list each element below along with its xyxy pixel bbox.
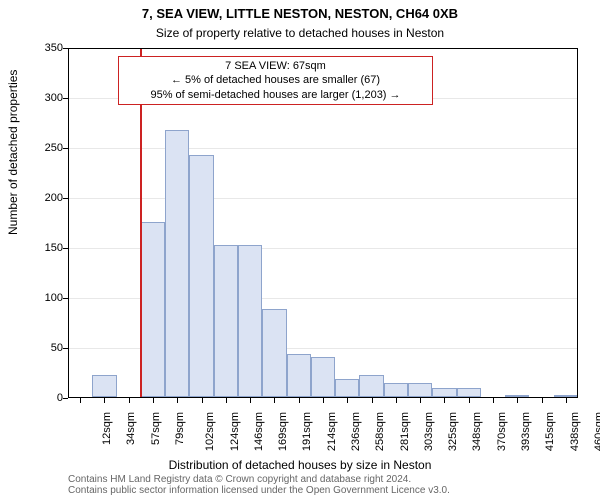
x-tick-label: 460sqm bbox=[593, 412, 600, 451]
x-tick-mark bbox=[372, 398, 373, 403]
y-tick-label: 350 bbox=[23, 42, 63, 54]
y-tick-mark bbox=[63, 348, 68, 349]
annotation-line-3: 95% of semi-detached houses are larger (… bbox=[125, 88, 426, 102]
x-tick-label: 236sqm bbox=[350, 412, 362, 451]
x-tick-label: 191sqm bbox=[302, 412, 314, 451]
plot-area: 12sqm34sqm57sqm79sqm102sqm124sqm146sqm16… bbox=[68, 48, 578, 398]
x-tick-label: 214sqm bbox=[326, 412, 338, 451]
x-tick-label: 438sqm bbox=[569, 412, 581, 451]
y-tick-mark bbox=[63, 198, 68, 199]
y-tick-mark bbox=[63, 298, 68, 299]
chart-title: 7, SEA VIEW, LITTLE NESTON, NESTON, CH64… bbox=[0, 6, 600, 21]
x-tick-label: 124sqm bbox=[229, 412, 241, 451]
y-tick-mark bbox=[63, 248, 68, 249]
annotation-box: 7 SEA VIEW: 67sqm ← 5% of detached house… bbox=[118, 56, 433, 105]
x-tick-label: 393sqm bbox=[520, 412, 532, 451]
y-axis-label: Number of detached properties bbox=[6, 70, 20, 235]
x-tick-mark bbox=[299, 398, 300, 403]
x-tick-label: 258sqm bbox=[374, 412, 386, 451]
x-tick-label: 169sqm bbox=[277, 412, 289, 451]
y-tick-mark bbox=[63, 48, 68, 49]
annotation-line-1: 7 SEA VIEW: 67sqm bbox=[125, 59, 426, 73]
x-tick-mark bbox=[177, 398, 178, 403]
y-tick-mark bbox=[63, 98, 68, 99]
x-tick-mark bbox=[274, 398, 275, 403]
chart-subtitle: Size of property relative to detached ho… bbox=[0, 26, 600, 40]
y-tick-label: 200 bbox=[23, 192, 63, 204]
x-tick-mark bbox=[202, 398, 203, 403]
x-tick-mark bbox=[347, 398, 348, 403]
x-tick-label: 146sqm bbox=[253, 412, 265, 451]
x-tick-mark bbox=[226, 398, 227, 403]
x-axis-label: Distribution of detached houses by size … bbox=[0, 458, 600, 472]
x-tick-mark bbox=[420, 398, 421, 403]
annotation-line-2: ← 5% of detached houses are smaller (67) bbox=[125, 73, 426, 87]
x-tick-mark bbox=[444, 398, 445, 403]
x-tick-mark bbox=[250, 398, 251, 403]
footer-line: Contains HM Land Registry data © Crown c… bbox=[68, 474, 450, 485]
x-tick-mark bbox=[104, 398, 105, 403]
y-tick-label: 50 bbox=[23, 342, 63, 354]
x-tick-label: 370sqm bbox=[496, 412, 508, 451]
x-tick-mark bbox=[469, 398, 470, 403]
chart-footer: Contains HM Land Registry data © Crown c… bbox=[68, 474, 450, 496]
chart-container: { "chart": { "type": "histogram", "title… bbox=[0, 0, 600, 500]
x-tick-mark bbox=[323, 398, 324, 403]
x-tick-label: 57sqm bbox=[150, 412, 162, 445]
y-tick-label: 100 bbox=[23, 292, 63, 304]
x-tick-label: 303sqm bbox=[423, 412, 435, 451]
x-tick-mark bbox=[153, 398, 154, 403]
y-tick-label: 300 bbox=[23, 92, 63, 104]
x-tick-mark bbox=[396, 398, 397, 403]
x-tick-label: 12sqm bbox=[101, 412, 113, 445]
y-tick-mark bbox=[63, 148, 68, 149]
x-tick-mark bbox=[493, 398, 494, 403]
x-tick-label: 415sqm bbox=[544, 412, 556, 451]
y-tick-label: 250 bbox=[23, 142, 63, 154]
y-tick-label: 0 bbox=[23, 392, 63, 404]
footer-line: Contains public sector information licen… bbox=[68, 485, 450, 496]
x-tick-label: 102sqm bbox=[204, 412, 216, 451]
y-tick-mark bbox=[63, 398, 68, 399]
x-tick-mark bbox=[129, 398, 130, 403]
x-tick-label: 325sqm bbox=[447, 412, 459, 451]
x-tick-label: 348sqm bbox=[472, 412, 484, 451]
x-tick-label: 34sqm bbox=[125, 412, 137, 445]
x-tick-label: 281sqm bbox=[399, 412, 411, 451]
x-tick-mark bbox=[566, 398, 567, 403]
x-tick-mark bbox=[542, 398, 543, 403]
y-tick-label: 150 bbox=[23, 242, 63, 254]
x-tick-mark bbox=[80, 398, 81, 403]
x-tick-label: 79sqm bbox=[174, 412, 186, 445]
x-tick-mark bbox=[517, 398, 518, 403]
